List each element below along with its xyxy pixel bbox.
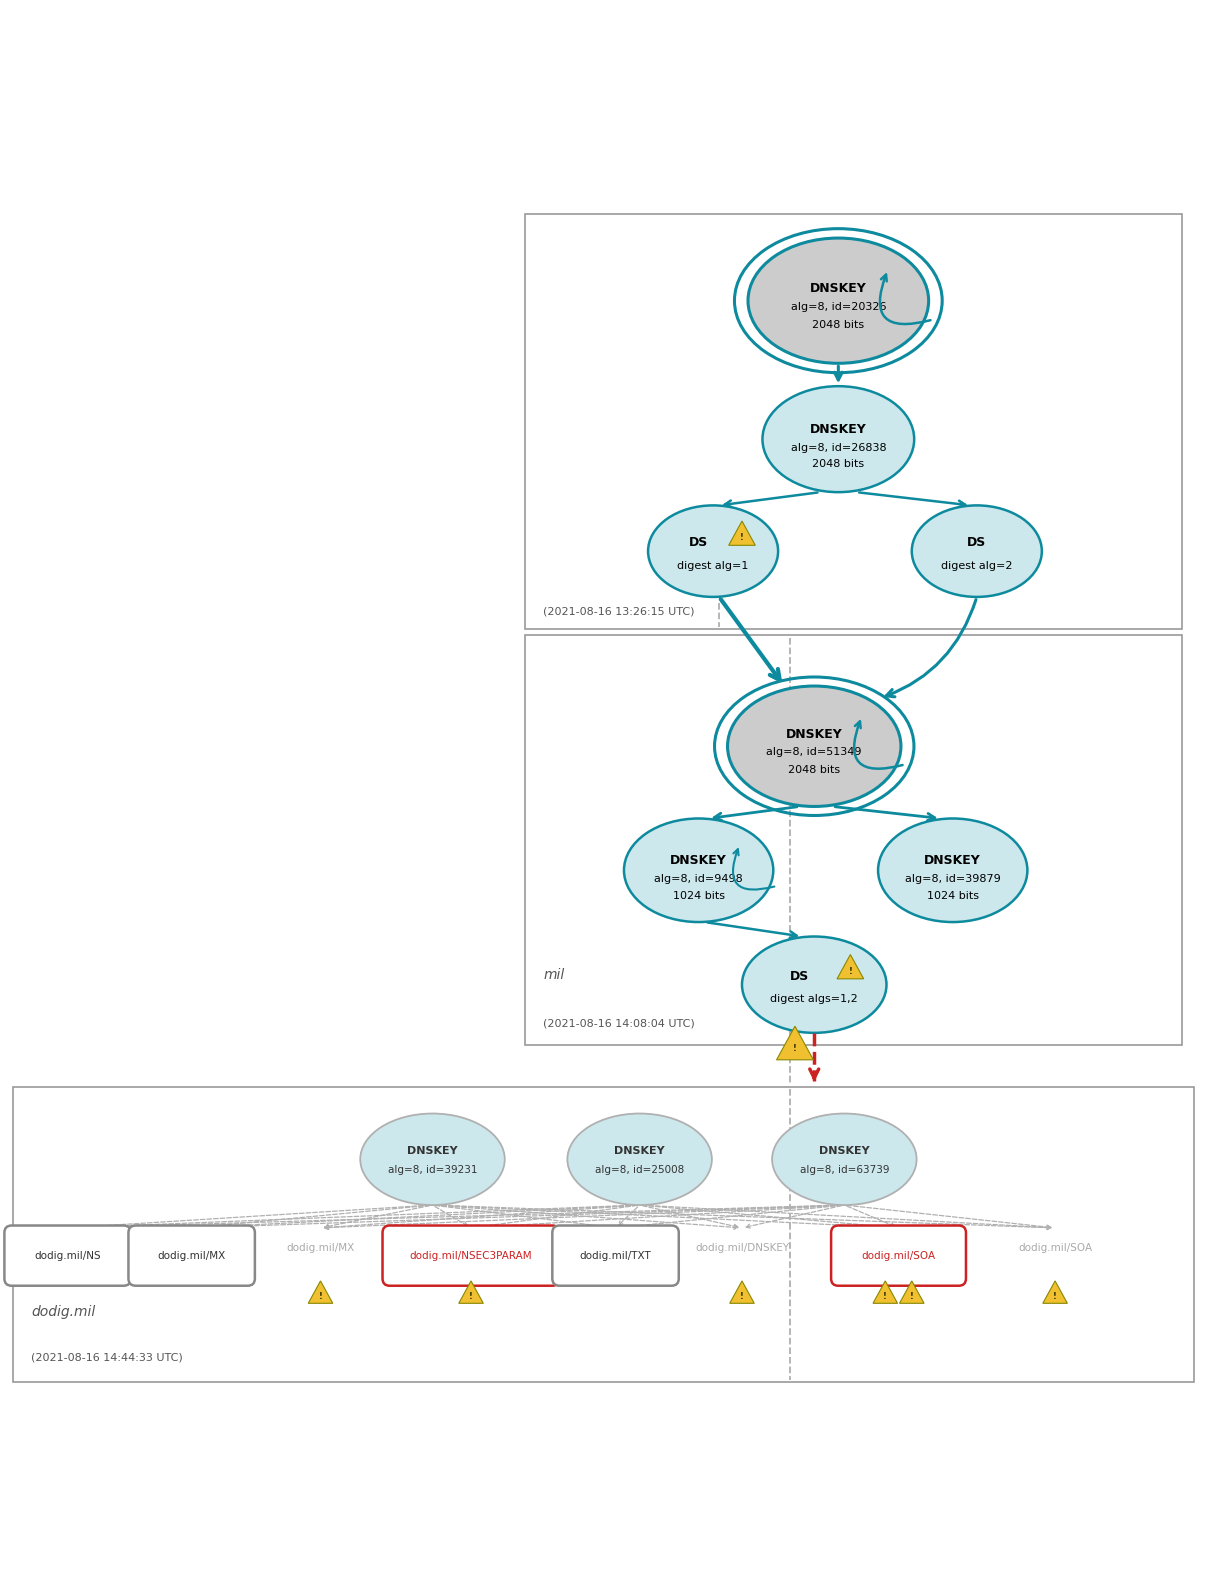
- Text: alg=8, id=63739: alg=8, id=63739: [799, 1166, 890, 1175]
- Ellipse shape: [911, 505, 1042, 597]
- Text: alg=8, id=26838: alg=8, id=26838: [791, 442, 886, 453]
- Ellipse shape: [728, 686, 900, 806]
- Ellipse shape: [772, 1114, 916, 1205]
- Text: !: !: [910, 1291, 914, 1300]
- Ellipse shape: [742, 936, 886, 1033]
- FancyBboxPatch shape: [383, 1226, 560, 1286]
- Text: !: !: [849, 966, 852, 976]
- Ellipse shape: [624, 819, 774, 922]
- Ellipse shape: [360, 1114, 505, 1205]
- Text: alg=8, id=39879: alg=8, id=39879: [905, 874, 1001, 884]
- Text: DNSKEY: DNSKEY: [670, 854, 727, 866]
- FancyBboxPatch shape: [832, 1226, 966, 1286]
- Text: dodig.mil/SOA: dodig.mil/SOA: [1018, 1243, 1092, 1253]
- Text: digest algs=1,2: digest algs=1,2: [770, 995, 858, 1004]
- Polygon shape: [729, 521, 756, 545]
- Ellipse shape: [763, 386, 914, 493]
- Text: !: !: [470, 1291, 473, 1300]
- Text: (2021-08-16 14:08:04 UTC): (2021-08-16 14:08:04 UTC): [543, 1019, 695, 1030]
- Text: DNSKEY: DNSKEY: [614, 1145, 665, 1156]
- Text: 2048 bits: 2048 bits: [812, 320, 864, 329]
- Text: DNSKEY: DNSKEY: [810, 423, 867, 436]
- Text: digest alg=1: digest alg=1: [677, 561, 748, 570]
- Text: DNSKEY: DNSKEY: [786, 727, 842, 741]
- Polygon shape: [459, 1281, 483, 1304]
- Text: alg=8, id=9498: alg=8, id=9498: [654, 874, 744, 884]
- FancyBboxPatch shape: [553, 1226, 678, 1286]
- Text: dodig.mil/MX: dodig.mil/MX: [158, 1251, 226, 1261]
- Text: alg=8, id=20326: alg=8, id=20326: [791, 301, 886, 312]
- Text: dodig.mil/NS: dodig.mil/NS: [34, 1251, 101, 1261]
- Text: DS: DS: [791, 969, 810, 982]
- Text: dodig.mil: dodig.mil: [31, 1305, 95, 1319]
- Text: 2048 bits: 2048 bits: [812, 459, 864, 469]
- Text: !: !: [740, 1291, 744, 1300]
- Text: alg=8, id=25008: alg=8, id=25008: [595, 1166, 684, 1175]
- Text: DNSKEY: DNSKEY: [925, 854, 981, 866]
- Text: DNSKEY: DNSKEY: [407, 1145, 457, 1156]
- Text: digest alg=2: digest alg=2: [941, 561, 1013, 570]
- Text: dodig.mil/SOA: dodig.mil/SOA: [862, 1251, 935, 1261]
- Text: alg=8, id=39231: alg=8, id=39231: [387, 1166, 477, 1175]
- Text: !: !: [1054, 1291, 1057, 1300]
- Polygon shape: [899, 1281, 925, 1304]
- Text: (2021-08-16 13:26:15 UTC): (2021-08-16 13:26:15 UTC): [543, 607, 695, 618]
- Polygon shape: [873, 1281, 898, 1304]
- Text: 1024 bits: 1024 bits: [927, 890, 979, 901]
- Text: !: !: [884, 1291, 887, 1300]
- Bar: [525, 214, 1182, 629]
- Polygon shape: [308, 1281, 333, 1304]
- Ellipse shape: [877, 819, 1027, 922]
- Text: 2048 bits: 2048 bits: [788, 765, 840, 775]
- Text: DNSKEY: DNSKEY: [820, 1145, 870, 1156]
- Bar: [525, 635, 1182, 1045]
- FancyBboxPatch shape: [128, 1226, 255, 1286]
- Text: dodig.mil/NSEC3PARAM: dodig.mil/NSEC3PARAM: [409, 1251, 532, 1261]
- Text: !: !: [740, 532, 744, 542]
- FancyBboxPatch shape: [5, 1226, 130, 1286]
- Text: alg=8, id=51349: alg=8, id=51349: [766, 748, 862, 757]
- Text: dodig.mil/DNSKEY: dodig.mil/DNSKEY: [695, 1243, 789, 1253]
- Polygon shape: [776, 1026, 814, 1060]
- Polygon shape: [1043, 1281, 1067, 1304]
- Text: (2021-08-16 14:44:33 UTC): (2021-08-16 14:44:33 UTC): [31, 1353, 183, 1362]
- Text: DS: DS: [967, 537, 986, 550]
- Polygon shape: [730, 1281, 754, 1304]
- Text: dodig.mil/TXT: dodig.mil/TXT: [579, 1251, 652, 1261]
- Polygon shape: [838, 955, 864, 979]
- Bar: [13, 1087, 1194, 1383]
- Ellipse shape: [567, 1114, 712, 1205]
- Text: dodig.mil/MX: dodig.mil/MX: [286, 1243, 355, 1253]
- Text: DNSKEY: DNSKEY: [810, 282, 867, 295]
- Text: DS: DS: [689, 537, 709, 550]
- Text: 1024 bits: 1024 bits: [672, 890, 724, 901]
- Text: !: !: [793, 1044, 797, 1053]
- Ellipse shape: [648, 505, 779, 597]
- Text: !: !: [319, 1291, 322, 1300]
- Ellipse shape: [748, 238, 928, 363]
- Text: mil: mil: [543, 968, 565, 982]
